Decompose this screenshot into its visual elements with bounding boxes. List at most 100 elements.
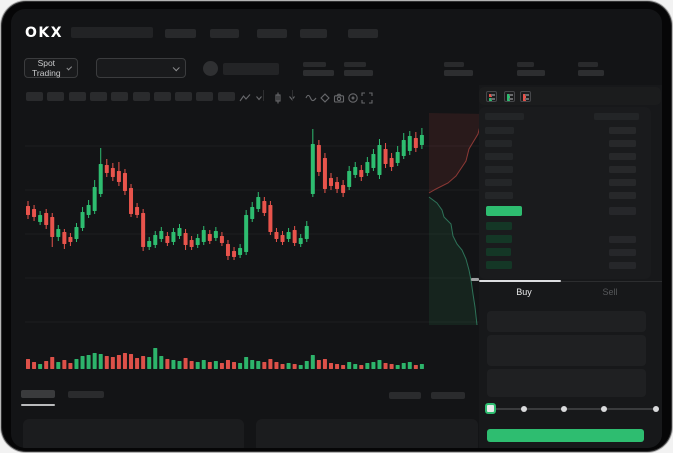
interval-pill[interactable] bbox=[26, 92, 43, 101]
nav-item[interactable] bbox=[300, 29, 327, 38]
tab-sell[interactable]: Sell bbox=[569, 287, 651, 297]
slider-dot[interactable] bbox=[521, 406, 527, 412]
chevron-down-icon bbox=[172, 63, 180, 71]
bid-row[interactable] bbox=[479, 234, 651, 244]
candlestick-icon[interactable] bbox=[272, 89, 284, 104]
bid-price-placeholder bbox=[486, 235, 512, 243]
buy-tab-indicator bbox=[479, 280, 561, 282]
chevron-down-icon[interactable] bbox=[253, 89, 265, 101]
ticker-stat-label bbox=[517, 62, 534, 67]
wave-icon[interactable] bbox=[305, 89, 317, 102]
candle bbox=[122, 169, 127, 195]
candle bbox=[419, 128, 424, 149]
fullscreen-icon[interactable] bbox=[361, 89, 373, 104]
candle bbox=[298, 234, 303, 247]
candle bbox=[335, 177, 340, 193]
candle bbox=[177, 224, 182, 239]
slider-dot[interactable] bbox=[561, 406, 567, 412]
candle bbox=[347, 166, 352, 190]
candle bbox=[407, 131, 412, 155]
ticker-stat-value bbox=[578, 70, 604, 76]
bid-row[interactable] bbox=[479, 247, 651, 257]
candle bbox=[244, 210, 249, 255]
bid-amount-placeholder bbox=[609, 248, 636, 256]
interval-pill[interactable] bbox=[111, 92, 129, 101]
interval-pill[interactable] bbox=[47, 92, 65, 101]
bid-row[interactable] bbox=[479, 221, 651, 231]
amount-field[interactable] bbox=[487, 335, 646, 366]
coin-icon bbox=[203, 61, 218, 76]
toolbar-divider bbox=[292, 90, 293, 101]
candle bbox=[104, 159, 109, 177]
interval-pill[interactable] bbox=[217, 92, 235, 101]
interval-pill[interactable] bbox=[68, 92, 86, 101]
book-bids-icon[interactable] bbox=[504, 91, 515, 102]
bottom-tab-active[interactable] bbox=[21, 390, 55, 398]
market-type-dropdown[interactable]: Spot Trading bbox=[24, 58, 78, 78]
nav-item[interactable] bbox=[165, 29, 196, 38]
pair-selector-dropdown[interactable] bbox=[96, 58, 186, 78]
nav-item[interactable] bbox=[348, 29, 378, 38]
ticker-stat bbox=[344, 62, 373, 77]
amount-slider-track[interactable] bbox=[490, 408, 656, 410]
icon-mark bbox=[488, 93, 492, 97]
nav-item[interactable] bbox=[257, 29, 287, 38]
target-icon[interactable] bbox=[347, 89, 359, 103]
ticker-stat bbox=[303, 62, 334, 77]
slider-dot[interactable] bbox=[653, 406, 659, 412]
nav-item[interactable] bbox=[210, 29, 239, 38]
tab-buy[interactable]: Buy bbox=[483, 287, 565, 297]
book-asks-icon[interactable] bbox=[520, 91, 531, 102]
candle bbox=[98, 148, 103, 197]
interval-pill[interactable] bbox=[89, 92, 107, 101]
okx-logo: OKX bbox=[25, 25, 64, 41]
ask-row[interactable] bbox=[479, 126, 651, 136]
interval-pill[interactable] bbox=[132, 92, 150, 101]
bottom-tab[interactable] bbox=[68, 391, 104, 398]
zigzag-icon[interactable] bbox=[239, 89, 251, 102]
candle bbox=[38, 211, 43, 225]
ask-price-placeholder bbox=[485, 140, 512, 147]
icon-line bbox=[491, 98, 495, 100]
candle bbox=[250, 202, 255, 222]
book-split-icon[interactable] bbox=[486, 91, 497, 102]
bid-row[interactable] bbox=[479, 260, 651, 270]
amount-slider-handle[interactable] bbox=[485, 403, 496, 414]
buy-submit-button[interactable] bbox=[487, 429, 644, 442]
candle bbox=[116, 162, 121, 186]
candle bbox=[92, 180, 97, 214]
ask-amount-placeholder bbox=[609, 179, 636, 186]
ask-row[interactable] bbox=[479, 178, 651, 188]
slider-dot[interactable] bbox=[601, 406, 607, 412]
bottom-tab-active-indicator bbox=[21, 404, 55, 406]
chevron-down-icon bbox=[66, 64, 72, 71]
ask-row[interactable] bbox=[479, 191, 651, 201]
price-field[interactable] bbox=[487, 311, 646, 332]
logo-section-placeholder bbox=[71, 27, 153, 38]
interval-pill[interactable] bbox=[153, 92, 171, 101]
diamond-icon[interactable] bbox=[319, 89, 331, 103]
ask-row[interactable] bbox=[479, 139, 651, 149]
interval-pill[interactable] bbox=[175, 92, 193, 101]
camera-icon[interactable] bbox=[333, 89, 345, 103]
bottom-bar-placeholder[interactable] bbox=[389, 392, 421, 399]
ask-price-placeholder bbox=[485, 166, 513, 173]
ask-row[interactable] bbox=[479, 165, 651, 175]
ask-price-placeholder bbox=[485, 153, 513, 160]
candle bbox=[268, 201, 273, 235]
candle bbox=[232, 247, 237, 260]
ask-amount-placeholder bbox=[609, 140, 636, 147]
candle bbox=[286, 228, 291, 242]
icon-mark bbox=[506, 93, 510, 101]
ask-row[interactable] bbox=[479, 152, 651, 162]
bid-price-placeholder bbox=[486, 248, 511, 256]
candlestick-chart[interactable] bbox=[23, 111, 479, 331]
ticker-stat-label bbox=[303, 62, 326, 67]
candle bbox=[401, 133, 406, 159]
ticker-stat-label bbox=[444, 62, 464, 67]
last-price-row[interactable] bbox=[479, 205, 651, 217]
ask-price-placeholder bbox=[485, 179, 512, 186]
bottom-bar-placeholder[interactable] bbox=[431, 392, 465, 399]
total-field[interactable] bbox=[487, 369, 646, 397]
interval-pill[interactable] bbox=[196, 92, 214, 101]
